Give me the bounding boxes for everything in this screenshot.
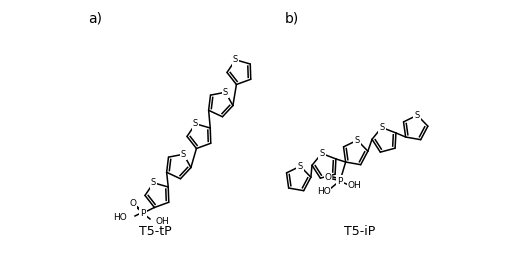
Text: HO: HO	[317, 187, 331, 196]
Text: T5-iP: T5-iP	[345, 225, 376, 238]
Text: OH: OH	[347, 180, 361, 189]
Text: S: S	[233, 55, 238, 64]
Text: S: S	[193, 119, 198, 128]
Text: b): b)	[285, 11, 299, 25]
Text: S: S	[181, 150, 186, 159]
Text: S: S	[297, 162, 303, 171]
Text: P: P	[337, 176, 343, 186]
Text: T5-tP: T5-tP	[139, 225, 172, 238]
Text: S: S	[355, 136, 360, 145]
Text: S: S	[151, 178, 156, 187]
Text: a): a)	[88, 11, 102, 25]
Text: S: S	[223, 88, 228, 97]
Text: HO: HO	[113, 212, 127, 221]
Text: O: O	[130, 199, 137, 208]
Text: S: S	[319, 149, 324, 158]
Text: O: O	[325, 173, 331, 182]
Text: S: S	[415, 111, 420, 120]
Text: OH: OH	[155, 217, 169, 226]
Text: P: P	[140, 208, 146, 218]
Text: S: S	[379, 123, 385, 132]
